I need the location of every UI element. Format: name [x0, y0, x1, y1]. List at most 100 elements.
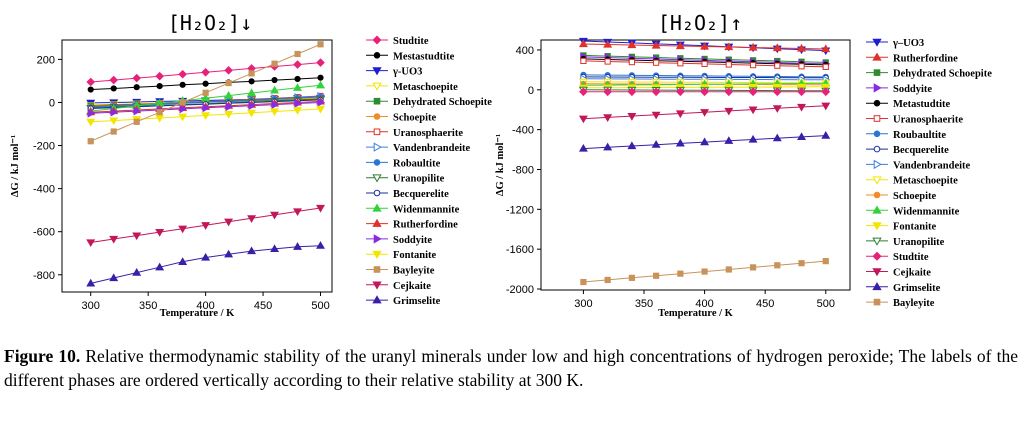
- legend-marker: [373, 189, 381, 197]
- data-point: [774, 62, 781, 69]
- data-point: [225, 102, 234, 112]
- data-point: [87, 108, 96, 118]
- data-point: [701, 268, 708, 275]
- legend-marker: [372, 281, 382, 290]
- legend-item: Bayleyite: [366, 266, 435, 277]
- data-point: [724, 107, 734, 116]
- y-tick-label: -400: [512, 125, 534, 137]
- legend-label: Grimselite: [893, 283, 941, 294]
- data-point: [271, 76, 278, 84]
- data-point: [772, 87, 782, 97]
- x-tick-label: 400: [196, 300, 214, 312]
- data-point: [156, 82, 163, 90]
- data-point: [316, 204, 325, 213]
- chart-title: [H₂O₂]↓: [168, 11, 252, 35]
- data-point: [202, 89, 209, 96]
- data-point: [86, 118, 96, 127]
- data-point: [627, 87, 637, 97]
- data-point: [247, 246, 257, 255]
- data-point: [133, 106, 142, 116]
- data-point: [316, 241, 325, 249]
- x-tick-label: 300: [82, 300, 100, 312]
- data-point: [133, 118, 140, 125]
- data-point: [603, 39, 613, 48]
- data-point: [578, 39, 588, 48]
- data-point: [87, 86, 94, 93]
- legend-marker: [872, 281, 882, 291]
- legend-marker: [372, 35, 382, 45]
- legend-marker: [373, 142, 382, 152]
- data-point: [248, 70, 255, 77]
- data-point: [110, 85, 117, 92]
- data-point: [110, 128, 117, 135]
- legend-label: Studtite: [393, 36, 429, 47]
- data-point: [677, 270, 684, 277]
- legend-item: Robaultite: [366, 158, 441, 169]
- legend-marker: [873, 159, 882, 170]
- legend-label: Robaultite: [393, 158, 441, 169]
- legend-item: Widenmannite: [866, 205, 960, 217]
- data-point: [201, 112, 211, 120]
- legend-marker: [872, 176, 882, 185]
- data-point: [724, 136, 734, 144]
- legend-item: Soddyite: [866, 83, 932, 95]
- legend-label: Studtite: [893, 252, 929, 263]
- caption-text: Relative thermodynamic stability of the …: [4, 346, 1018, 390]
- legend-item: Rutherfordine: [866, 52, 958, 64]
- legend-marker: [873, 298, 881, 306]
- legend-label: Soddyite: [393, 235, 432, 246]
- legend-marker: [872, 222, 882, 231]
- data-point: [201, 68, 210, 77]
- legend-marker: [373, 128, 381, 136]
- y-tick-label: -400: [33, 184, 55, 196]
- data-point: [293, 242, 303, 250]
- data-point: [651, 140, 661, 148]
- legend-label: Schoepite: [393, 113, 437, 124]
- legend-item: Fontanite: [366, 250, 437, 261]
- x-tick-label: 350: [139, 300, 157, 312]
- data-point: [247, 215, 257, 223]
- data-point: [156, 109, 163, 116]
- data-point: [651, 40, 661, 49]
- legend-item: Studtite: [866, 251, 929, 263]
- legend-label: Metaschoepite: [893, 176, 958, 187]
- data-point: [724, 87, 734, 97]
- data-point: [651, 111, 661, 120]
- legend-label: γ-UO3: [392, 67, 422, 78]
- data-point: [604, 58, 611, 65]
- x-tick-label: 500: [817, 298, 835, 310]
- legend-label: Bayleyite: [893, 298, 935, 309]
- data-point: [270, 108, 280, 117]
- data-point: [110, 107, 119, 117]
- legend-marker: [372, 203, 382, 212]
- y-axis-label: ΔG / kJ mol⁻¹: [495, 134, 506, 196]
- data-point: [821, 83, 831, 92]
- y-tick-label: -2000: [506, 284, 534, 296]
- data-point: [178, 69, 187, 79]
- legend-marker: [873, 130, 881, 138]
- legend-marker: [372, 250, 382, 260]
- y-tick-label: -1600: [506, 244, 534, 256]
- legend-label: Grimselite: [393, 296, 441, 307]
- data-point: [86, 77, 96, 87]
- series-soddyite: [87, 97, 326, 118]
- data-point: [579, 87, 588, 97]
- data-point: [224, 66, 233, 75]
- data-point: [700, 87, 709, 97]
- legend-label: Schoepite: [893, 191, 937, 202]
- y-tick-label: -600: [33, 227, 55, 239]
- data-point: [109, 273, 119, 282]
- data-point: [132, 232, 142, 241]
- data-point: [132, 73, 141, 83]
- data-point: [675, 110, 685, 119]
- data-point: [178, 225, 188, 234]
- legend-marker: [872, 237, 882, 246]
- series-mestastudtite: [87, 74, 324, 93]
- y-tick-label: -1200: [506, 204, 534, 216]
- legend-item: Studtite: [366, 35, 429, 47]
- data-point: [627, 141, 637, 150]
- data-point: [821, 87, 831, 97]
- data-point: [201, 252, 211, 261]
- legend-label: Rutherfordine: [893, 53, 958, 64]
- chart-panel-1: [H₂O₂]↓ 300 350 400 450 500 200 0 -200 -400 -600 -8…: [10, 11, 492, 319]
